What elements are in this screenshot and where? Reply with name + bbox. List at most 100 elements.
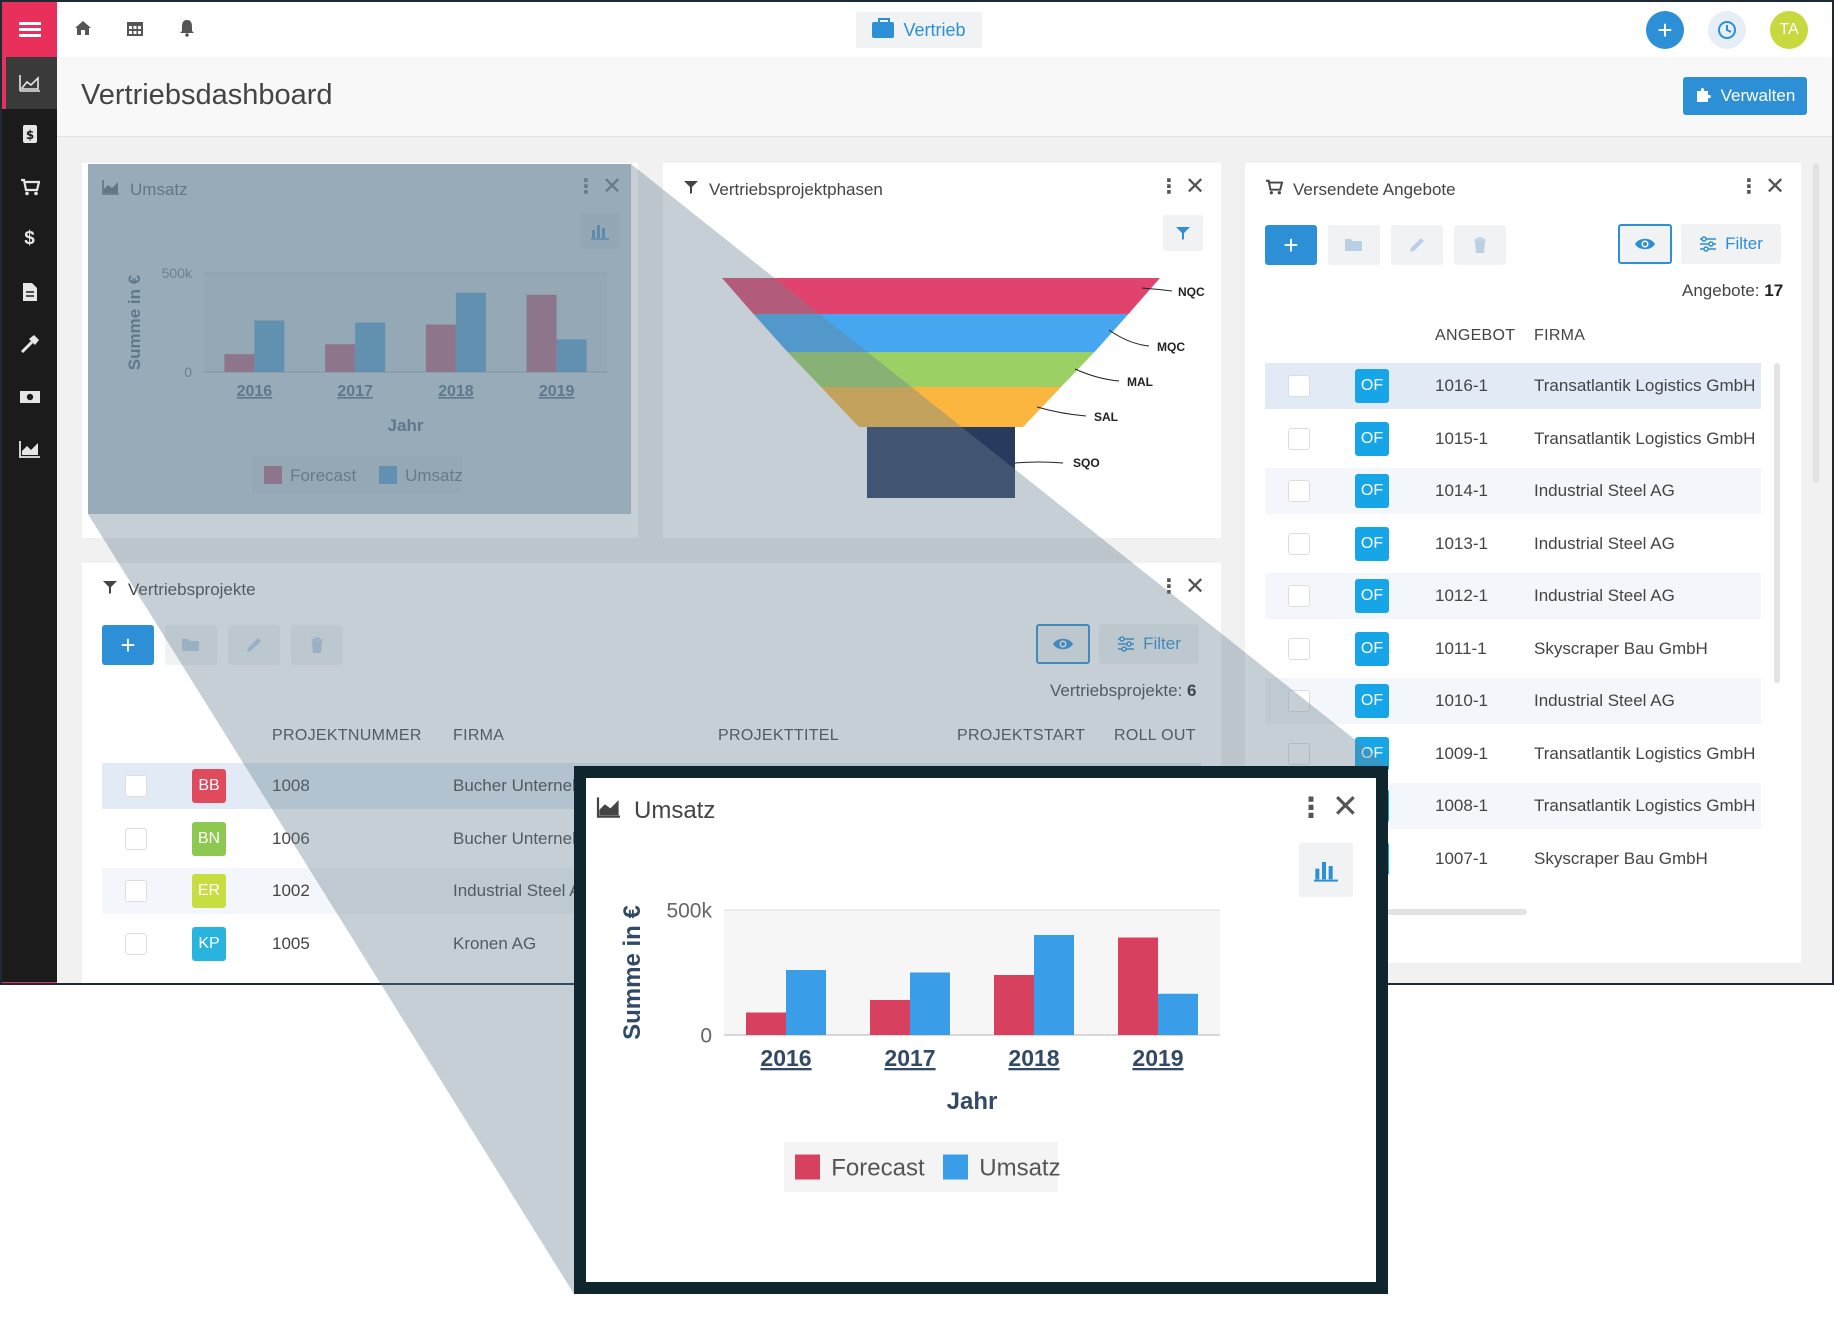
column-header-firma[interactable]: FIRMA <box>1534 327 1586 344</box>
view-toggle-button[interactable] <box>1036 624 1090 664</box>
close-icon[interactable]: ✕ <box>1332 788 1359 824</box>
add-project-button[interactable]: + <box>102 625 154 665</box>
more-icon[interactable]: ⋮ <box>1159 176 1179 198</box>
zoomed-umsatz-header: Umsatz <box>596 796 715 825</box>
table-row[interactable]: OF 1013-1 Industrial Steel AG <box>1265 521 1761 567</box>
area-chart-icon[interactable] <box>2 429 57 469</box>
dashboard-icon[interactable] <box>2 63 57 103</box>
row-checkbox[interactable] <box>125 932 147 955</box>
sliders-icon <box>1118 636 1135 652</box>
chart-type-button[interactable] <box>1299 843 1353 897</box>
table-row[interactable]: OF 1016-1 Transatlantik Logistics GmbH <box>1265 363 1761 409</box>
manage-button[interactable]: Verwalten <box>1683 77 1807 115</box>
delete-button[interactable] <box>1454 225 1506 265</box>
table-row[interactable]: OF 1015-1 Transatlantik Logistics GmbH <box>1265 416 1761 462</box>
open-folder-button[interactable] <box>1328 225 1380 265</box>
hammer-icon[interactable] <box>2 324 57 364</box>
column-header-projekttitel[interactable]: PROJEKTTITEL <box>718 727 839 745</box>
filter-label: Filter <box>1143 634 1181 654</box>
funnel-stage-mqc <box>753 314 1129 352</box>
more-icon[interactable]: ⋮ <box>1297 792 1325 823</box>
project-number: 1005 <box>272 933 310 953</box>
page-scrollbar[interactable] <box>1813 163 1819 483</box>
x-tick-label: 2017 <box>884 1045 935 1071</box>
projects-count: Vertriebsprojekte: 6 <box>1050 681 1197 701</box>
table-row[interactable]: OF 1014-1 Industrial Steel AG <box>1265 468 1761 514</box>
row-checkbox[interactable] <box>1288 585 1310 607</box>
dollar-icon[interactable]: $ <box>24 228 35 249</box>
home-icon[interactable] <box>71 16 95 40</box>
column-header-projektstart[interactable]: PROJEKTSTART <box>957 727 1085 745</box>
y-tick-label: 500k <box>666 899 712 922</box>
x-tick-label: 2018 <box>1008 1045 1059 1071</box>
table-row[interactable]: BN 1006 Bucher Unterneh <box>102 816 1201 862</box>
money-icon[interactable] <box>2 377 57 417</box>
offer-number: 1015-1 <box>1435 428 1488 448</box>
offers-horizontal-scrollbar[interactable] <box>1375 909 1527 915</box>
bar-umsatz-2017 <box>910 972 950 1035</box>
more-icon[interactable]: ⋮ <box>1159 576 1179 598</box>
edit-button[interactable] <box>228 625 280 665</box>
column-header-roll-out[interactable]: ROLL OUT <box>1114 727 1196 745</box>
file-icon[interactable] <box>2 272 57 312</box>
legend-swatch-forecast <box>795 1154 820 1180</box>
column-header-firma[interactable]: FIRMA <box>453 727 504 745</box>
table-row[interactable]: OF 1012-1 Industrial Steel AG <box>1265 573 1761 619</box>
type-badge: OF <box>1355 369 1389 403</box>
funnel-label-mal: MAL <box>1127 375 1153 389</box>
close-icon[interactable]: ✕ <box>1185 573 1206 600</box>
funnel-leader-line <box>1074 368 1120 382</box>
sidebar-item-dashboard[interactable] <box>2 57 57 109</box>
filter-button[interactable]: Filter <box>1099 624 1199 664</box>
cart-icon <box>1265 179 1284 200</box>
row-checkbox[interactable] <box>125 880 147 902</box>
column-header-projektnummer[interactable]: PROJEKTNUMMER <box>272 727 422 745</box>
project-number: 1006 <box>272 829 310 849</box>
add-offer-button[interactable]: + <box>1265 225 1317 265</box>
plus-icon[interactable]: + <box>1646 11 1684 49</box>
calendar-icon[interactable] <box>123 16 147 40</box>
row-checkbox[interactable] <box>1288 375 1310 397</box>
row-checkbox[interactable] <box>125 827 147 850</box>
document-dollar-icon[interactable]: $ <box>2 114 57 154</box>
row-checkbox[interactable] <box>1288 690 1310 712</box>
history-icon[interactable] <box>1708 11 1746 49</box>
row-checkbox[interactable] <box>1288 742 1310 765</box>
view-toggle-button[interactable] <box>1618 224 1672 264</box>
funnel-leader-line <box>1036 406 1087 417</box>
projects-title: Vertriebsprojekte <box>128 580 256 600</box>
open-folder-button[interactable] <box>165 625 217 665</box>
hamburger-menu-icon[interactable] <box>2 2 57 57</box>
table-row[interactable]: OF 1009-1 Transatlantik Logistics GmbH <box>1265 731 1761 777</box>
row-checkbox[interactable] <box>1288 637 1310 660</box>
funnel-label-sal: SAL <box>1094 410 1118 424</box>
module-selector[interactable]: Vertrieb <box>856 12 982 48</box>
offer-number: 1011-1 <box>1435 638 1487 658</box>
bell-icon[interactable] <box>175 16 199 40</box>
column-header-angebot[interactable]: ANGEBOT <box>1435 327 1516 344</box>
offers-scrollbar[interactable] <box>1774 363 1780 683</box>
project-number: 1008 <box>272 776 310 796</box>
type-badge: OF <box>1355 421 1389 456</box>
table-row[interactable]: OF 1011-1 Skyscraper Bau GmbH <box>1265 626 1761 672</box>
funnel-stage-sal <box>821 387 1061 427</box>
funnel-chart-button[interactable] <box>1163 215 1203 251</box>
more-icon[interactable]: ⋮ <box>1739 176 1759 198</box>
funnel-stage-nqc <box>722 278 1160 314</box>
close-icon[interactable]: ✕ <box>1765 173 1786 200</box>
funnel-leader-line <box>1014 461 1064 464</box>
avatar[interactable]: TA <box>1770 11 1808 49</box>
cart-icon[interactable] <box>2 167 57 207</box>
row-checkbox[interactable] <box>1288 480 1310 502</box>
delete-button[interactable] <box>291 625 343 665</box>
legend-swatch-umsatz <box>943 1154 968 1180</box>
filter-button[interactable]: Filter <box>1681 224 1781 264</box>
table-row[interactable]: OF 1010-1 Industrial Steel AG <box>1265 678 1761 724</box>
table-row[interactable]: KP 1005 Kronen AG <box>102 921 1201 967</box>
row-checkbox[interactable] <box>1288 532 1310 555</box>
row-checkbox[interactable] <box>125 775 147 797</box>
row-checkbox[interactable] <box>1288 427 1310 450</box>
funnel-label-mqc: MQC <box>1157 340 1185 354</box>
edit-button[interactable] <box>1391 225 1443 265</box>
close-icon[interactable]: ✕ <box>1185 173 1206 200</box>
